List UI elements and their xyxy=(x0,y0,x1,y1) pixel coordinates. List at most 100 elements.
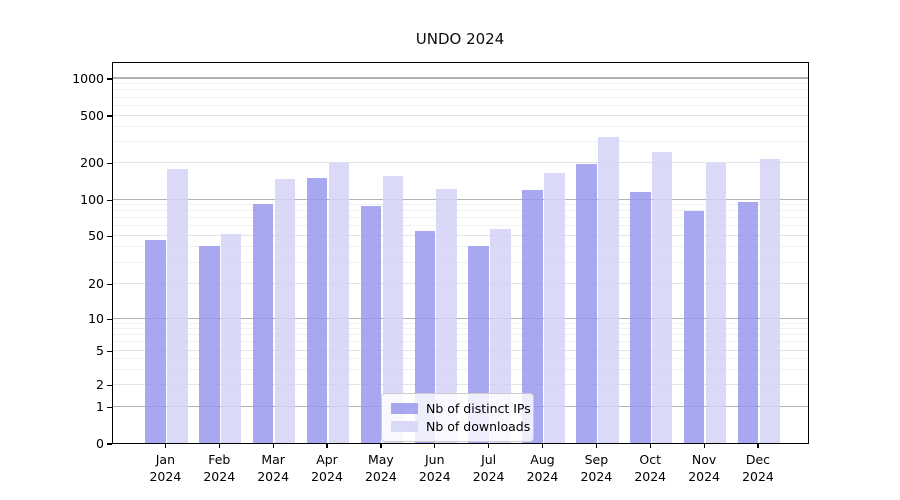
y-tick-label: 1 xyxy=(96,399,104,415)
minor-gridline xyxy=(113,322,808,324)
x-tick-mark xyxy=(164,444,167,448)
gridline xyxy=(113,114,808,116)
x-tick-label: Jan 2024 xyxy=(149,452,182,484)
bar-mar-distinct-ips xyxy=(252,204,274,443)
chart-title: UNDO 2024 xyxy=(415,30,505,48)
y-tick-label: 10 xyxy=(88,311,104,327)
bar-mar-downloads xyxy=(274,179,296,443)
minor-gridline xyxy=(113,89,808,91)
minor-gridline xyxy=(113,126,808,128)
bar-sep-downloads xyxy=(598,136,619,443)
x-tick-mark xyxy=(434,444,436,448)
bar-may-downloads xyxy=(382,176,404,443)
bar-jun-distinct-ips xyxy=(414,231,436,443)
x-tick-mark xyxy=(272,444,274,448)
bar-dec-downloads xyxy=(759,159,781,443)
gridline xyxy=(113,77,808,79)
y-tick-label: 0 xyxy=(96,436,104,451)
minor-gridline xyxy=(113,368,808,370)
y-tick-label: 5 xyxy=(96,343,104,359)
x-tick-label: Mar 2024 xyxy=(257,452,290,484)
y-tick-label: 20 xyxy=(88,276,104,292)
gridline xyxy=(113,282,808,284)
bar-dec-distinct-ips xyxy=(737,201,759,443)
minor-gridline xyxy=(113,225,808,227)
y-tick-mark xyxy=(107,235,112,237)
x-tick-label: Oct 2024 xyxy=(634,452,667,484)
bar-sep-distinct-ips xyxy=(576,163,597,443)
bar-apr-distinct-ips xyxy=(306,177,328,443)
y-tick-mark xyxy=(107,283,112,285)
gridline xyxy=(113,198,808,200)
y-tick-label: 1000 xyxy=(72,70,104,86)
x-tick-mark xyxy=(649,444,651,448)
minor-gridline xyxy=(113,246,808,248)
gridline xyxy=(113,162,808,164)
bar-jan-distinct-ips xyxy=(145,239,166,443)
x-tick-mark xyxy=(541,444,544,448)
minor-gridline xyxy=(113,83,808,85)
x-tick-mark xyxy=(380,444,382,448)
y-tick-mark xyxy=(107,350,112,353)
minor-gridline xyxy=(113,328,808,330)
bar-nov-distinct-ips xyxy=(683,210,705,443)
y-tick-label: 50 xyxy=(88,228,104,244)
y-tick-mark xyxy=(107,199,112,201)
x-tick-label: Nov 2024 xyxy=(688,452,720,484)
bar-apr-downloads xyxy=(328,163,350,443)
y-tick-mark xyxy=(107,318,112,321)
legend-item-distinct-ips: Nb of distinct IPs xyxy=(391,400,531,417)
bar-oct-downloads xyxy=(651,151,673,443)
legend-label-downloads: Nb of downloads xyxy=(426,419,531,434)
gridline xyxy=(113,384,808,386)
x-tick-mark xyxy=(488,444,490,448)
gridline xyxy=(113,234,808,236)
bar-aug-distinct-ips xyxy=(522,189,543,443)
plot-area xyxy=(112,62,809,444)
minor-gridline xyxy=(113,104,808,106)
minor-gridline xyxy=(113,217,808,219)
legend: Nb of distinct IPs Nb of downloads xyxy=(381,393,534,442)
y-tick-label: 2 xyxy=(96,377,104,393)
bar-oct-distinct-ips xyxy=(630,192,651,443)
bar-jan-downloads xyxy=(167,168,188,443)
y-tick-label: 100 xyxy=(80,192,104,208)
minor-gridline xyxy=(113,140,808,142)
x-tick-mark xyxy=(595,444,598,448)
bar-may-distinct-ips xyxy=(360,205,382,443)
x-tick-label: Jun 2024 xyxy=(418,452,451,484)
minor-gridline xyxy=(113,96,808,98)
y-tick-mark xyxy=(107,384,112,387)
y-tick-label: 500 xyxy=(80,108,104,124)
bar-feb-distinct-ips xyxy=(199,245,220,443)
gridline xyxy=(113,317,808,319)
x-tick-mark xyxy=(703,444,705,448)
x-tick-label: Aug 2024 xyxy=(526,452,559,484)
gridline xyxy=(113,349,808,351)
x-tick-label: Apr 2024 xyxy=(311,452,343,484)
minor-gridline xyxy=(113,261,808,263)
legend-swatch-distinct-ips xyxy=(391,403,418,414)
bar-feb-downloads xyxy=(220,234,242,443)
x-tick-label: Dec 2024 xyxy=(742,452,774,484)
bar-jul-downloads xyxy=(490,229,511,443)
x-tick-mark xyxy=(218,444,220,448)
minor-gridline xyxy=(113,341,808,343)
x-tick-label: Sep 2024 xyxy=(580,452,613,484)
x-tick-mark xyxy=(757,444,759,448)
legend-item-downloads: Nb of downloads xyxy=(391,418,530,435)
x-tick-label: May 2024 xyxy=(364,452,397,484)
minor-gridline xyxy=(113,358,808,360)
y-tick-mark xyxy=(107,162,112,165)
minor-gridline xyxy=(113,334,808,336)
minor-gridline xyxy=(113,210,808,212)
x-tick-label: Jul 2024 xyxy=(472,452,505,484)
legend-label-distinct-ips: Nb of distinct IPs xyxy=(426,401,531,416)
bar-aug-downloads xyxy=(544,172,565,443)
y-tick-mark xyxy=(107,115,112,117)
x-tick-mark xyxy=(326,444,328,448)
bar-nov-downloads xyxy=(705,163,727,443)
bar-jun-downloads xyxy=(436,189,457,443)
y-tick-mark xyxy=(107,443,112,445)
